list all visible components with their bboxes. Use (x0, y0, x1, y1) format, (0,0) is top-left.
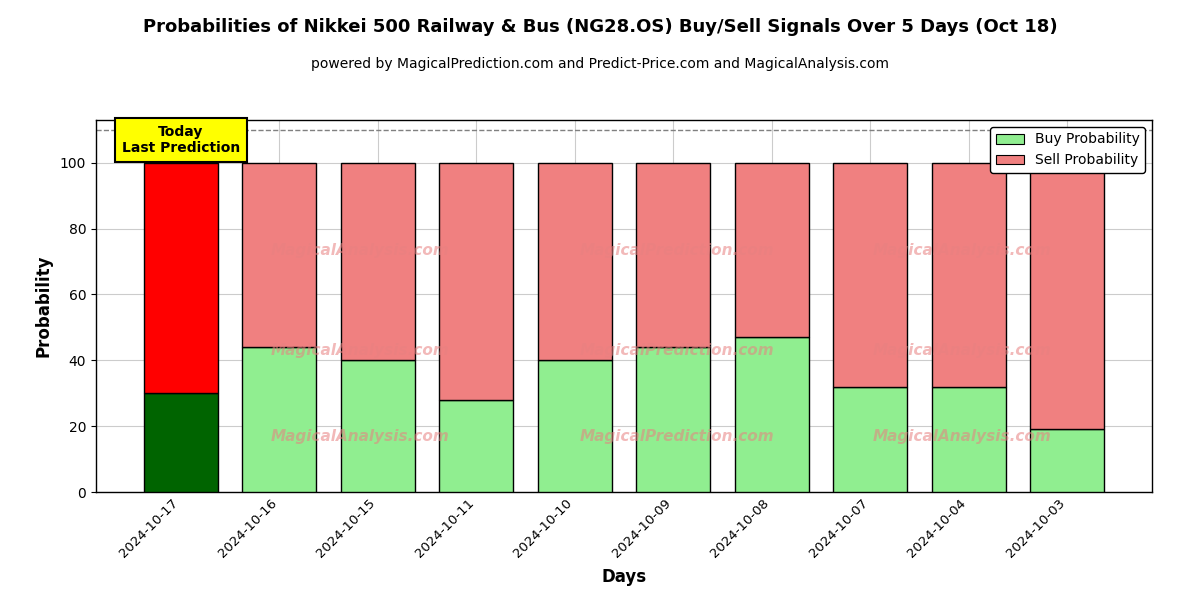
Text: MagicalPrediction.com: MagicalPrediction.com (580, 242, 774, 258)
Text: MagicalAnalysis.com: MagicalAnalysis.com (872, 242, 1051, 258)
Text: MagicalAnalysis.com: MagicalAnalysis.com (271, 242, 449, 258)
Bar (931, 386, 1006, 492)
Text: MagicalAnalysis.com: MagicalAnalysis.com (271, 343, 449, 358)
Bar (144, 393, 218, 492)
Text: Today
Last Prediction: Today Last Prediction (121, 125, 240, 155)
Bar (144, 163, 218, 393)
Text: MagicalAnalysis.com: MagicalAnalysis.com (872, 428, 1051, 444)
Text: powered by MagicalPrediction.com and Predict-Price.com and MagicalAnalysis.com: powered by MagicalPrediction.com and Pre… (311, 57, 889, 71)
Bar (341, 163, 415, 361)
Bar (439, 400, 514, 492)
Bar (538, 163, 612, 361)
Bar (833, 386, 907, 492)
Text: MagicalPrediction.com: MagicalPrediction.com (580, 428, 774, 444)
Bar (242, 163, 317, 347)
Bar (636, 347, 710, 492)
Legend: Buy Probability, Sell Probability: Buy Probability, Sell Probability (990, 127, 1145, 173)
Text: MagicalAnalysis.com: MagicalAnalysis.com (872, 343, 1051, 358)
X-axis label: Days: Days (601, 568, 647, 586)
Text: Probabilities of Nikkei 500 Railway & Bus (NG28.OS) Buy/Sell Signals Over 5 Days: Probabilities of Nikkei 500 Railway & Bu… (143, 18, 1057, 36)
Bar (341, 361, 415, 492)
Text: MagicalAnalysis.com: MagicalAnalysis.com (271, 428, 449, 444)
Bar (636, 163, 710, 347)
Bar (734, 337, 809, 492)
Bar (734, 163, 809, 337)
Bar (439, 163, 514, 400)
Y-axis label: Probability: Probability (35, 255, 53, 357)
Text: MagicalPrediction.com: MagicalPrediction.com (580, 343, 774, 358)
Bar (931, 163, 1006, 386)
Bar (242, 347, 317, 492)
Bar (538, 361, 612, 492)
Bar (1030, 163, 1104, 430)
Bar (833, 163, 907, 386)
Bar (1030, 430, 1104, 492)
